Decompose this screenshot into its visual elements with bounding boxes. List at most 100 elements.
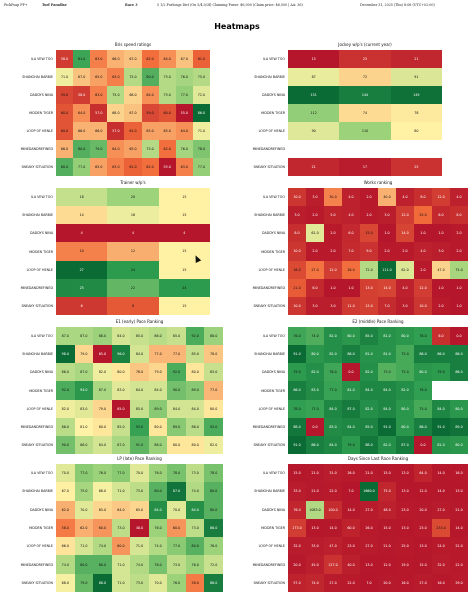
- heatmap-cell: 27.0: [432, 500, 450, 519]
- heatmap-cell: 71.0: [111, 573, 131, 592]
- heatmap-cell: 10.0: [288, 296, 306, 315]
- heatmap-cell: 82.0: [306, 363, 324, 382]
- heatmap-cell: 16.0: [396, 573, 414, 592]
- heatmap-cell: 20.0: [414, 500, 432, 519]
- heatmap-cell: 4.0: [396, 188, 414, 207]
- horse-label: SHANGHAI BARBIE: [254, 213, 285, 218]
- heatmap-cell: 4.0: [342, 206, 360, 225]
- heatmap-cell: 26.0: [342, 260, 360, 279]
- heatmap-cell: 85.0: [130, 327, 149, 346]
- horse-label: ILA VEW TOO: [30, 57, 53, 61]
- heatmap-cell: 67.0: [56, 482, 75, 501]
- heatmap-cell: 2.0: [450, 224, 468, 243]
- heatmap-cell: 2.0: [306, 206, 324, 225]
- heatmap-title: Works ranking: [363, 180, 393, 185]
- heatmap-cell: [339, 140, 391, 158]
- heatmap-cell: 75.0: [414, 399, 432, 418]
- heatmap-cell: 33.0: [288, 482, 306, 501]
- horse-label: DADDYS NINA: [30, 231, 53, 236]
- heatmap-cell: 25: [390, 158, 442, 176]
- heatmap-cell: 6.0: [342, 224, 360, 243]
- heatmap-cell: 7.0: [360, 573, 378, 592]
- heatmap-cell: 78.0: [130, 363, 149, 382]
- heatmap-cell: 110: [339, 122, 391, 140]
- heatmap-cell: 1083.0: [306, 500, 324, 519]
- heatmap-cell: 67.0: [175, 50, 193, 68]
- heatmap-cell: 112: [288, 104, 340, 122]
- heatmap-cell: 84.0: [167, 399, 186, 418]
- heatmap-cell: 61.0: [192, 50, 210, 68]
- heatmap-cell: 60.0: [93, 518, 112, 538]
- heatmap-cell: 72.0: [360, 260, 378, 279]
- heatmap-cell: 60.0: [167, 518, 186, 538]
- heatmap-cell: 86.0: [74, 435, 94, 454]
- heatmap-cell: 19.0: [396, 555, 414, 574]
- heatmap-cell: 4: [107, 224, 159, 243]
- heatmap-cell: 15.0: [378, 518, 396, 538]
- heatmap-cell: 78.0: [288, 399, 306, 418]
- heatmap-cell: 31.0: [324, 464, 342, 483]
- heatmap-cell: 86.0: [288, 381, 306, 400]
- heatmap-cell: 86.0: [306, 435, 324, 454]
- heatmap-cell: 13.0: [396, 518, 414, 538]
- heatmap-cell: 77.0: [175, 86, 193, 104]
- heatmap-cell: 65.0: [124, 140, 142, 158]
- heatmap-cell: 85.0: [204, 363, 223, 382]
- heatmap-cell: 71.0: [192, 122, 210, 140]
- heatmap-cell: 77.0: [73, 158, 91, 176]
- heatmap-cell: 66.0: [90, 122, 108, 140]
- heatmap-cell: 16: [107, 206, 159, 225]
- heatmap-cell: 77.0: [167, 537, 186, 556]
- heatmap-cell: 61.0: [124, 158, 142, 176]
- heatmap-cell: 27.0: [414, 573, 432, 592]
- heatmap-cell: 88.0: [93, 327, 112, 346]
- heatmap-cell: 0.0: [342, 363, 360, 382]
- heatmap-cell: 73.0: [378, 363, 396, 382]
- horse-label: LOOP OF HENLE: [258, 267, 285, 272]
- heatmap-cell: 58.0: [185, 573, 205, 592]
- heatmap-cell: 12.0: [414, 482, 432, 501]
- heatmap-cell: 3.0: [288, 206, 306, 225]
- heatmap-cell: 4.0: [342, 188, 360, 207]
- horse-label: DADDYS NINA: [30, 507, 53, 512]
- heatmap-cell: 88.0: [288, 417, 306, 436]
- horse-label: MINEDANDREFINED: [20, 562, 53, 567]
- horse-label: HIDDEN TIGER: [260, 526, 285, 530]
- heatmap-cell: 64.0: [111, 500, 131, 519]
- heatmap-cell: 82.0: [378, 435, 396, 454]
- horse-label: SHANGHAI BARBIE: [22, 75, 53, 79]
- heatmap-cell: 84.0: [185, 500, 205, 519]
- heatmap-cell: 70.0: [148, 573, 168, 592]
- heatmap-cell: 20.0: [288, 555, 306, 574]
- heatmap-cell: 71.0: [130, 537, 149, 556]
- heatmap-cell: 27: [56, 260, 108, 279]
- heatmap-cell: 87.0: [342, 399, 360, 418]
- heatmap-cell: 81.0: [73, 50, 91, 68]
- heatmap-cell: 79.0: [288, 363, 306, 382]
- heatmap-cell: 80.0: [148, 482, 168, 501]
- heatmap-cell: 63.0: [107, 68, 125, 86]
- heatmap-cell: 80.0: [185, 435, 205, 454]
- heatmap-cell: 91: [390, 68, 442, 86]
- heatmap-cell: 16.0: [450, 464, 468, 483]
- heatmap-cell: 15: [288, 50, 340, 68]
- heatmap-cell: 10.0: [288, 242, 306, 261]
- app-name: PickPoap PP+: [4, 2, 28, 7]
- heatmap-cell: 80.0: [111, 363, 131, 382]
- horse-label: SHANGHAI BARBIE: [22, 489, 53, 494]
- heatmap-cell: 25.0: [396, 537, 414, 556]
- horse-label: ILA VEW TOO: [262, 471, 285, 476]
- heatmap-cell: 74.0: [306, 327, 324, 346]
- horse-label: ILA VEW TOO: [262, 57, 285, 61]
- heatmap-cell: 68.0: [107, 104, 125, 122]
- heatmap-cell: 87.0: [74, 327, 94, 346]
- heatmap-cell: 22: [107, 278, 159, 297]
- heatmap-cell: 91.0: [288, 345, 306, 364]
- heatmap-cell: 79.0: [342, 435, 360, 454]
- heatmap-cell: 66.0: [56, 537, 75, 556]
- heatmap-cell: 80.0: [74, 555, 94, 574]
- heatmap-cell: 13.0: [360, 555, 378, 574]
- heatmap-cell: 22.0: [450, 555, 468, 574]
- heatmap-cell: 1.0: [432, 224, 450, 243]
- heatmap-cell: 10: [56, 242, 108, 261]
